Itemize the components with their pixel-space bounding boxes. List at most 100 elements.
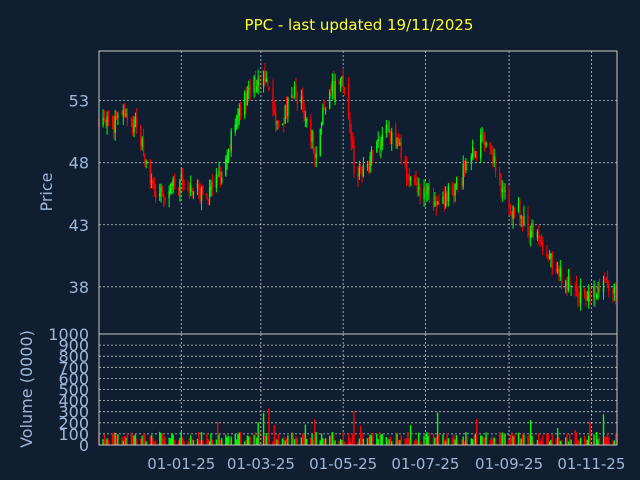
candle-body bbox=[221, 178, 223, 183]
volume-bar bbox=[556, 428, 559, 445]
volume-bar bbox=[447, 438, 450, 445]
candle-body bbox=[405, 164, 408, 180]
candle-body bbox=[333, 80, 335, 100]
candle-body bbox=[276, 121, 278, 123]
volume-bar bbox=[476, 418, 478, 445]
candle-body bbox=[550, 253, 552, 258]
candle-body bbox=[300, 96, 303, 104]
candle-body bbox=[196, 183, 199, 189]
candle-body bbox=[559, 268, 562, 277]
price-tick-label: 43 bbox=[69, 216, 89, 235]
volume-bar bbox=[172, 434, 174, 445]
volume-bar bbox=[424, 439, 427, 445]
candle-body bbox=[416, 181, 419, 193]
candle-body bbox=[376, 141, 378, 153]
volume-bar bbox=[377, 439, 379, 445]
volume-bar bbox=[432, 433, 435, 445]
candle-body bbox=[334, 81, 336, 103]
volume-bar bbox=[550, 439, 552, 445]
candle-body bbox=[163, 194, 165, 198]
candle-body bbox=[513, 209, 516, 212]
candle-body bbox=[266, 80, 269, 84]
volume-bar bbox=[257, 422, 259, 445]
volume-bar bbox=[351, 433, 354, 445]
candle-body bbox=[301, 95, 304, 105]
candle-body bbox=[476, 157, 478, 159]
candle-body bbox=[295, 85, 297, 99]
volume-bar bbox=[397, 439, 400, 445]
volume-tick-label: 900 bbox=[58, 336, 89, 355]
volume-bar bbox=[457, 440, 459, 445]
volume-bar bbox=[596, 431, 598, 445]
candle-body bbox=[594, 287, 597, 301]
candle-body bbox=[418, 187, 420, 190]
candle-body bbox=[287, 98, 289, 117]
volume-bar bbox=[400, 435, 402, 445]
volume-axis-label: Volume (0000) bbox=[17, 330, 36, 448]
candle-body bbox=[353, 144, 355, 174]
volume-bar bbox=[415, 438, 417, 445]
volume-bar bbox=[196, 438, 199, 445]
candle-body bbox=[531, 223, 533, 229]
candle-body bbox=[470, 155, 473, 165]
candle-body bbox=[538, 235, 540, 239]
candle-body bbox=[237, 115, 239, 122]
volume-bar bbox=[444, 441, 447, 445]
candle-body bbox=[181, 176, 184, 184]
volume-bar bbox=[180, 432, 182, 445]
volume-bar bbox=[239, 432, 242, 445]
volume-tick-label: 600 bbox=[58, 369, 89, 388]
candle-body bbox=[602, 281, 605, 293]
volume-bar bbox=[361, 433, 363, 445]
volume-bar bbox=[500, 434, 502, 445]
candle-body bbox=[273, 108, 276, 114]
candle-body bbox=[219, 172, 222, 180]
volume-bar bbox=[587, 435, 590, 445]
volume-bar bbox=[237, 433, 239, 445]
candle-body bbox=[164, 197, 166, 200]
candle-body bbox=[596, 294, 598, 298]
candle-body bbox=[277, 121, 280, 126]
candle-body bbox=[389, 130, 392, 141]
volume-bar bbox=[418, 432, 420, 445]
candle-body bbox=[349, 118, 351, 132]
candle-body bbox=[415, 179, 417, 181]
candle-body bbox=[230, 131, 232, 151]
candle-body bbox=[523, 215, 525, 224]
candle-body bbox=[227, 151, 230, 158]
candle-body bbox=[593, 285, 595, 297]
candle-body bbox=[556, 268, 559, 272]
candle-body bbox=[322, 107, 324, 123]
volume-bar bbox=[613, 440, 616, 445]
volume-bar bbox=[320, 433, 323, 445]
volume-bar bbox=[277, 434, 280, 445]
volume-bar bbox=[150, 435, 153, 445]
candle-body bbox=[200, 188, 203, 201]
volume-bar bbox=[256, 437, 258, 445]
candle-body bbox=[190, 185, 192, 193]
candle-body bbox=[546, 251, 548, 257]
candle-body bbox=[351, 140, 354, 148]
volume-bar bbox=[470, 438, 473, 445]
volume-bar bbox=[480, 435, 482, 445]
volume-bar bbox=[160, 433, 162, 445]
candle-body bbox=[304, 119, 307, 121]
volume-bar bbox=[419, 441, 421, 445]
volume-bar bbox=[508, 440, 510, 445]
candle-body bbox=[443, 196, 446, 206]
volume-bar bbox=[221, 438, 223, 445]
candle-body bbox=[169, 188, 172, 191]
x-tick-label: 01-01-25 bbox=[147, 455, 215, 473]
volume-bar bbox=[149, 436, 151, 445]
volume-bar bbox=[169, 438, 172, 445]
volume-bar bbox=[333, 434, 335, 445]
volume-bar bbox=[230, 436, 232, 445]
volume-tick-label: 200 bbox=[58, 414, 89, 433]
candle-body bbox=[428, 186, 431, 195]
candle-body bbox=[419, 188, 421, 198]
volume-bar bbox=[519, 438, 521, 445]
candle-body bbox=[400, 141, 402, 158]
volume-bar bbox=[585, 439, 587, 445]
candle-body bbox=[123, 109, 126, 117]
candle-body bbox=[171, 184, 173, 186]
